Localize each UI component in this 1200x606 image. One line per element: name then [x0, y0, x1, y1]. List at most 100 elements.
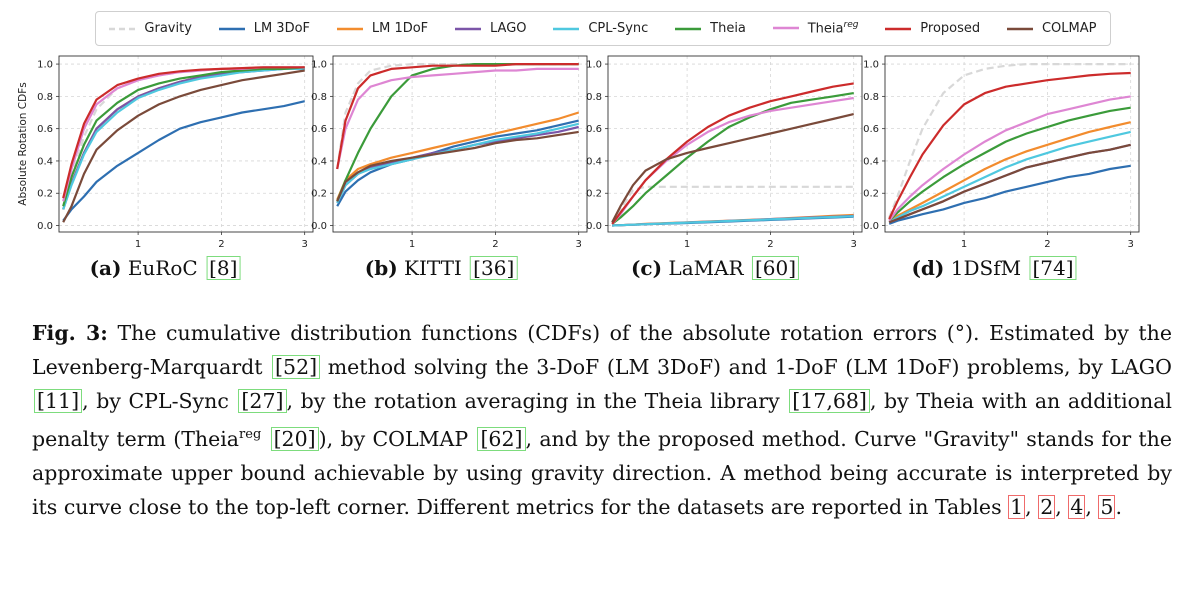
- series-line: [62, 66, 305, 199]
- series-line: [62, 66, 305, 202]
- x-tick-label: 2: [218, 239, 224, 250]
- subcaption-a: (a) EuRoC [8]: [90, 256, 241, 280]
- subcaption-d: (d) 1DSfM [74]: [911, 256, 1077, 280]
- y-tick-label: 0.4: [586, 156, 602, 167]
- y-tick-label: 0.2: [586, 189, 602, 200]
- x-tick-label: 3: [575, 239, 581, 250]
- series-line: [336, 67, 579, 170]
- y-tick-label: 1.0: [311, 60, 327, 71]
- x-tick-label: 1: [409, 239, 415, 250]
- plot-frame: [58, 55, 314, 233]
- series-line: [336, 130, 579, 202]
- legend-item: COLMAP: [1006, 21, 1097, 36]
- plot-frame: [332, 55, 588, 233]
- series-line: [888, 164, 1131, 225]
- legend-swatch-icon: [1006, 27, 1033, 30]
- series-line: [888, 121, 1131, 224]
- series-line: [62, 67, 305, 210]
- legend-item: Theia: [675, 21, 746, 36]
- y-tick-label: 0.8: [311, 92, 327, 103]
- legend-label: Proposed: [920, 21, 981, 36]
- legend-label: LM 3DoF: [253, 21, 311, 36]
- chart-panel: 0.0 0.2 0.4 0.6 0.8 1.0 1 2 3: [311, 55, 588, 250]
- y-tick-label: 0.8: [863, 92, 879, 103]
- y-tick-label: 0.8: [586, 92, 602, 103]
- series-line: [611, 82, 854, 225]
- y-tick-label: 0.6: [863, 124, 879, 135]
- y-tick-label: 0.0: [37, 221, 53, 232]
- series-line: [888, 62, 1131, 218]
- subcaption-c: (c) LaMAR [60]: [631, 256, 800, 280]
- subcaption-b: (b) KITTI [36]: [365, 256, 518, 280]
- legend-item: Proposed: [885, 21, 980, 36]
- legend-label: LAGO: [490, 21, 527, 36]
- y-tick-label: 0.6: [586, 124, 602, 135]
- plot-frame: [884, 55, 1140, 233]
- y-tick-label: 0.0: [863, 221, 879, 232]
- series-line: [611, 113, 854, 223]
- legend-item: Theiareg: [772, 20, 859, 37]
- y-tick-label: 0.4: [37, 156, 53, 167]
- legend-label: Theiareg: [807, 20, 859, 37]
- y-tick-label: 0.4: [863, 156, 879, 167]
- series-line: [888, 130, 1131, 224]
- x-tick-label: 1: [684, 239, 690, 250]
- series-line: [336, 119, 579, 207]
- x-tick-label: 1: [961, 239, 967, 250]
- y-tick-label: 0.6: [37, 124, 53, 135]
- y-tick-label: 0.4: [311, 156, 327, 167]
- legend-item: LM 3DoF: [218, 21, 311, 36]
- y-tick-label: 0.8: [37, 92, 53, 103]
- legend-swatch-icon: [336, 27, 363, 30]
- series-line: [888, 143, 1131, 224]
- legend-swatch-icon: [675, 27, 702, 30]
- x-tick-label: 1: [135, 239, 141, 250]
- legend-swatch-icon: [218, 27, 245, 30]
- legend-label: Gravity: [144, 21, 192, 36]
- series-line: [336, 62, 579, 170]
- series-line: [612, 215, 854, 227]
- legend-item: CPL-Sync: [553, 21, 648, 36]
- y-tick-label: 0.0: [586, 221, 602, 232]
- legend-label: LM 1DoF: [371, 21, 429, 36]
- y-tick-label: 0.2: [311, 189, 327, 200]
- y-tick-label: 0.6: [311, 124, 327, 135]
- legend-swatch-icon: [885, 27, 912, 30]
- y-tick-label: 0.2: [863, 189, 879, 200]
- figure-caption: Fig. 3: The cumulative distribution func…: [32, 321, 1172, 519]
- chart-panel: 0.0 0.2 0.4 0.6 0.8 1.0 1 2 3: [863, 55, 1140, 250]
- x-tick-label: 3: [850, 239, 856, 250]
- charts-area: 0.0 0.2 0.4 0.6 0.8 1.0 1 2 3 Absolute Rotation C…: [17, 55, 1140, 250]
- series-line: [62, 66, 305, 210]
- legend-swatch-icon: [109, 27, 136, 30]
- legend-item: LAGO: [455, 21, 527, 36]
- series-line: [62, 100, 305, 222]
- series-line: [62, 69, 305, 223]
- series-line: [336, 111, 580, 201]
- legend: Gravity LM 3DoF LM 1DoF LAGO CPL-Sync Th…: [95, 11, 1111, 46]
- series-line: [336, 62, 579, 170]
- y-axis-label: Absolute Rotation CDFs: [17, 82, 29, 205]
- legend-item: Gravity: [109, 21, 192, 36]
- legend-label: COLMAP: [1041, 21, 1097, 36]
- legend-swatch-icon: [553, 27, 580, 30]
- legend-swatch-icon: [455, 27, 481, 30]
- series-line: [62, 67, 305, 210]
- y-tick-label: 1.0: [586, 60, 602, 71]
- series-line: [888, 71, 1131, 220]
- x-tick-label: 2: [1044, 239, 1050, 250]
- series-line: [888, 95, 1131, 222]
- legend-label: CPL-Sync: [588, 21, 649, 36]
- y-tick-label: 1.0: [37, 60, 53, 71]
- legend-swatch-icon: [772, 27, 799, 30]
- legend-item: LM 1DoF: [336, 21, 429, 36]
- x-tick-label: 3: [1127, 239, 1133, 250]
- y-tick-label: 0.2: [37, 189, 53, 200]
- series-line: [62, 66, 305, 210]
- x-tick-label: 2: [767, 239, 773, 250]
- x-tick-label: 2: [492, 239, 498, 250]
- series-line: [611, 185, 854, 225]
- series-line: [888, 106, 1131, 222]
- series-line: [611, 96, 854, 225]
- series-line: [62, 66, 305, 207]
